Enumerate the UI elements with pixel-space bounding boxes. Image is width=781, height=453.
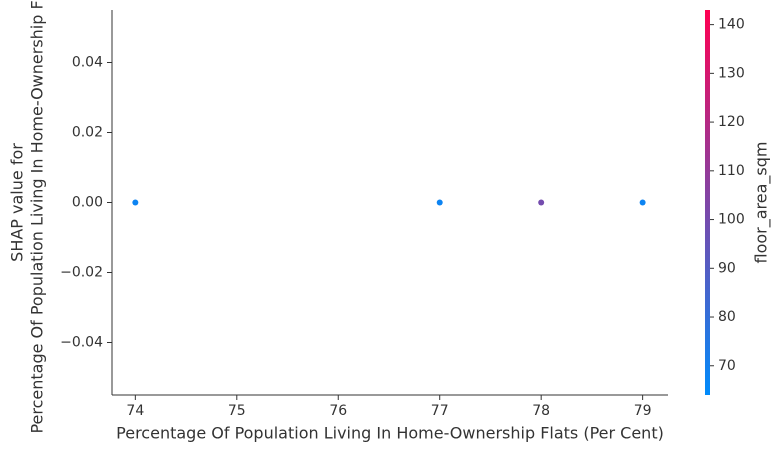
- point: [436, 199, 443, 206]
- y-tick-label: 0.00: [72, 195, 103, 211]
- x-tick-label: 79: [634, 403, 652, 419]
- y-tick-label: −0.04: [60, 335, 103, 351]
- colorbar-tick-label: 110: [718, 163, 745, 179]
- y-tick-label: −0.02: [60, 265, 103, 281]
- colorbar-tick-label: 120: [718, 114, 745, 130]
- x-tick-label: 78: [532, 403, 550, 419]
- x-tick-label: 77: [431, 403, 449, 419]
- colorbar-tick-label: 80: [718, 309, 736, 325]
- colorbar-label: floor_area_sqm: [752, 142, 772, 264]
- point: [132, 199, 139, 206]
- colorbar-tick-label: 130: [718, 65, 745, 81]
- colorbar-tick-label: 70: [718, 358, 736, 374]
- colorbar-tick-label: 100: [718, 212, 745, 228]
- point: [538, 199, 545, 206]
- colorbar-tick-label: 90: [718, 260, 736, 276]
- colorbar: [705, 10, 710, 395]
- y-tick-label: 0.04: [72, 55, 103, 71]
- colorbar-tick-label: 140: [718, 17, 745, 33]
- point: [639, 199, 646, 206]
- x-tick-label: 74: [126, 403, 144, 419]
- x-tick-label: 75: [228, 403, 246, 419]
- x-axis-label: Percentage Of Population Living In Home-…: [116, 424, 664, 443]
- x-tick-label: 76: [329, 403, 347, 419]
- y-axis-label: Percentage Of Population Living In Home-…: [28, 0, 47, 434]
- y-tick-label: 0.02: [72, 125, 103, 141]
- y-axis-label: SHAP value for: [8, 143, 27, 262]
